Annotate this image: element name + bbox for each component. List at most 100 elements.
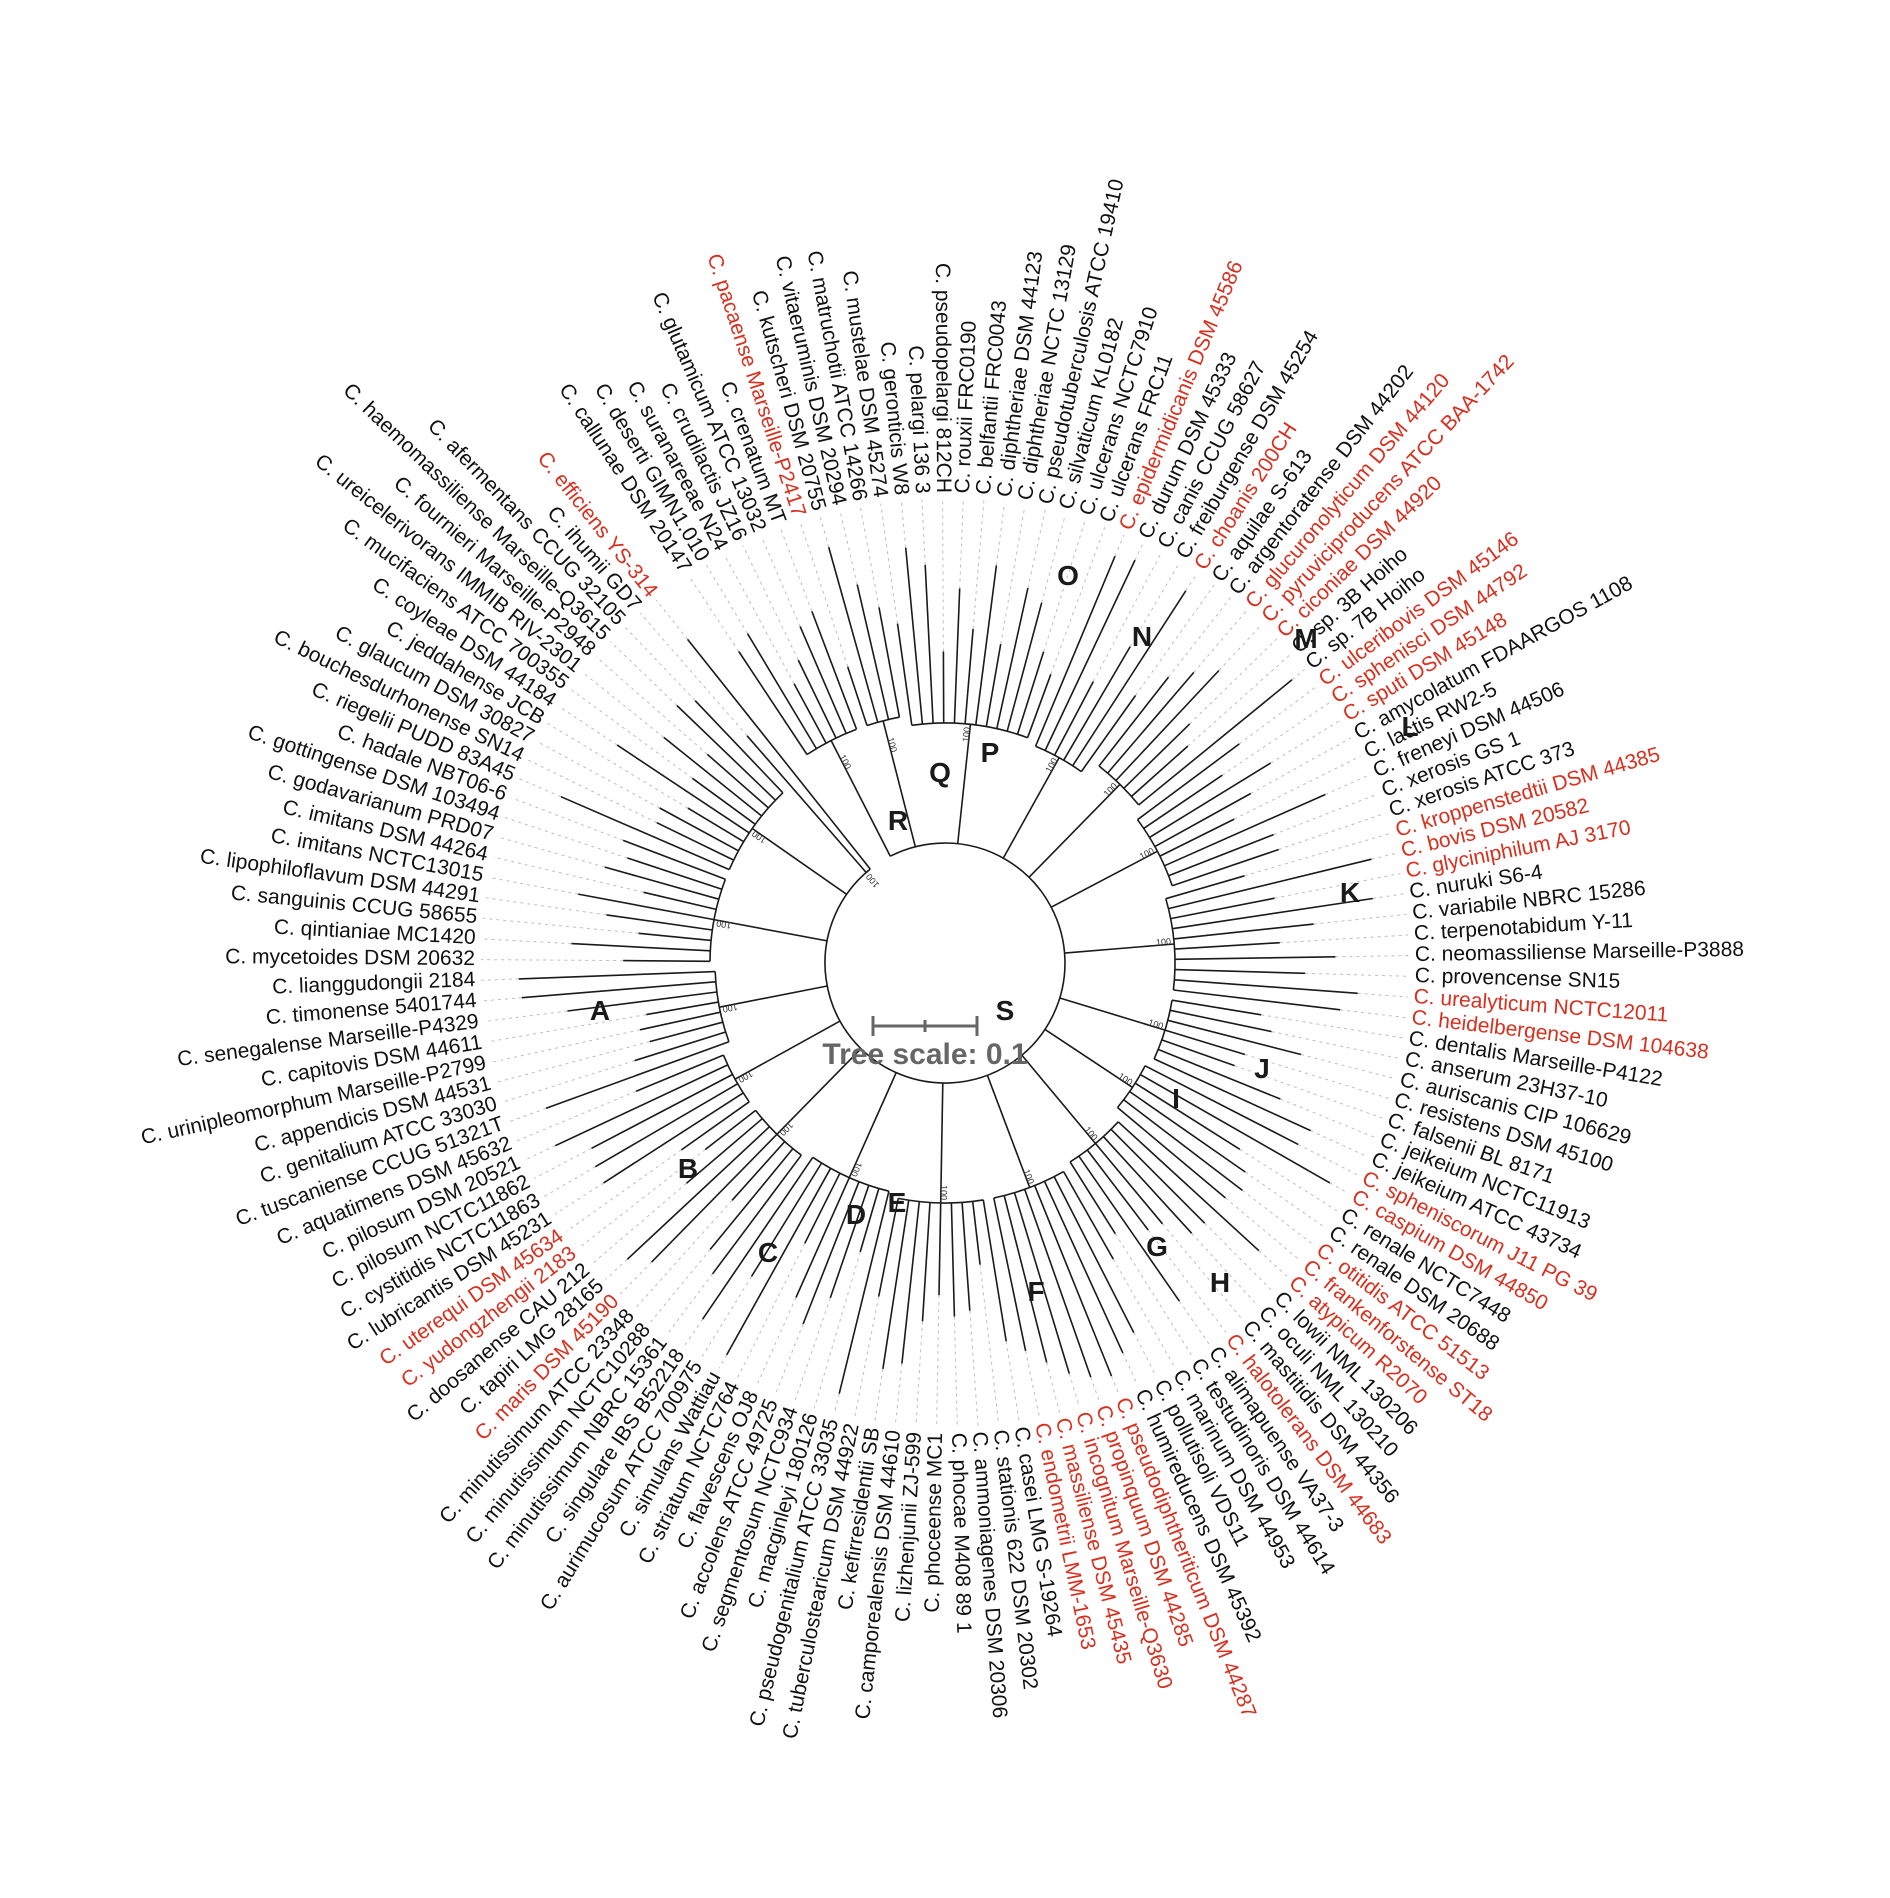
clade-label-p: P [981,737,1000,768]
leaf-branch [638,932,712,942]
leaf-branch [802,1181,860,1325]
internal-branch [1059,997,1166,1031]
leaf-guide-line [819,515,830,548]
leaf-guide-line [1090,1376,1100,1401]
leaf-branch [797,659,837,739]
leaf-guide-line [1313,913,1407,925]
leaf-guide-line [972,500,985,629]
leaf-branch [1116,1106,1226,1199]
leaf-branch [924,564,934,724]
leaf-branch [623,959,711,963]
leaf-guide-line [1147,1229,1227,1333]
leaf-branch [622,839,726,881]
leaf-branch [993,1197,1027,1351]
internal-branch [1028,783,1121,878]
leaf-guide-line [1168,597,1232,678]
clade-arc [1136,819,1173,886]
leaf-guide-line [1025,1350,1040,1418]
leaf-branch [856,584,890,720]
bootstrap-value: 100 [1147,1017,1164,1031]
leaf-guide-line [1261,1014,1403,1039]
clade-label-j: J [1254,1053,1270,1084]
leaf-guide-line [995,502,1005,566]
internal-branch [1050,850,1158,908]
leaf-branch [950,1202,956,1317]
leaf-guide-line [624,626,696,702]
leaf-guide-line [609,641,678,706]
clade-label-f: F [1027,1276,1044,1307]
leaf-guide-line [813,1251,861,1409]
leaf-guide-line [1335,955,1409,958]
leaf-branch [1006,602,1043,732]
bootstrap-value: 100 [939,1185,949,1200]
leaf-guide-line [482,997,522,1002]
leaf-branch [1043,1181,1124,1354]
leaf-guide-line [1239,1148,1338,1212]
clade-label-m: M [1294,623,1317,654]
leaf-branch [1140,1073,1331,1184]
leaf-branch [1174,979,1358,995]
leaf-guide-line [1234,1065,1383,1119]
leaf-branch [901,1201,921,1364]
leaf-branch [691,777,756,825]
leaf-branch [1134,1082,1241,1150]
leaf-branch [554,1064,729,1147]
leaf-guide-line [483,917,639,934]
leaf-guide-line [1291,669,1305,681]
leaf-branch [639,1011,721,1031]
leaf-branch [1164,1029,1246,1056]
leaf-branch [1069,1161,1116,1235]
leaf-branch [1003,1195,1048,1363]
internal-branch [1064,943,1175,954]
leaf-guide-line [921,499,926,565]
leaf-guide-line [1114,534,1125,557]
leaf-guide-line [1204,1222,1274,1292]
leaf-guide-line [1218,623,1263,671]
leaf-guide-line [755,1297,797,1388]
leaf-guide-line [570,688,693,779]
clade-label-q: Q [929,757,951,788]
leaf-guide-line [942,498,944,652]
leaf-guide-line [547,723,689,809]
leaf-guide-line [1068,1373,1080,1408]
leaf-guide-line [1185,573,1198,592]
leaf-branch [1044,559,1136,751]
leaf-guide-line [718,1354,728,1369]
clade-label-h: H [1210,1267,1230,1298]
leaf-guide-line [700,1276,752,1359]
leaf-guide-line [774,1323,804,1395]
leaf-branch [896,623,913,726]
leaf-branch [1098,676,1170,767]
leaf-branch [1115,669,1220,782]
leaf-branch [1171,848,1279,887]
leaf-branch [882,1200,910,1370]
leaf-branch [731,1141,786,1201]
bootstrap-value: 100 [715,918,732,931]
leaf-guide-line [1135,584,1215,696]
leaf-guide-line [742,545,799,661]
leaf-guide-line [859,506,880,608]
leaf-guide-line [1050,527,1106,675]
leaf-guide-line [761,536,801,627]
leaf-guide-line [650,1249,711,1323]
internal-branch [956,724,972,844]
leaf-guide-line [655,599,688,640]
leaf-branch [1165,875,1245,900]
leaf-branch [938,1202,942,1296]
leaf-guide-line [723,554,795,685]
leaf-guide-line [527,759,658,824]
leaf-branch [603,1092,744,1184]
leaf-branch [1026,674,1052,738]
leaf-guide-line [1122,1352,1138,1386]
leaf-guide-line [566,1149,682,1232]
leaf-guide-line [1271,1031,1400,1059]
bootstrap-value: 100 [722,1002,739,1015]
leaf-guide-line [666,1273,714,1335]
leaf-branch [1172,897,1373,930]
leaf-guide-line [915,1321,923,1427]
leaf-guide-line [1242,1190,1314,1246]
internal-branch [713,918,828,942]
leaf-branch [1117,1121,1260,1252]
leaf-guide-line [481,978,519,981]
leaf-branch [685,1118,763,1184]
